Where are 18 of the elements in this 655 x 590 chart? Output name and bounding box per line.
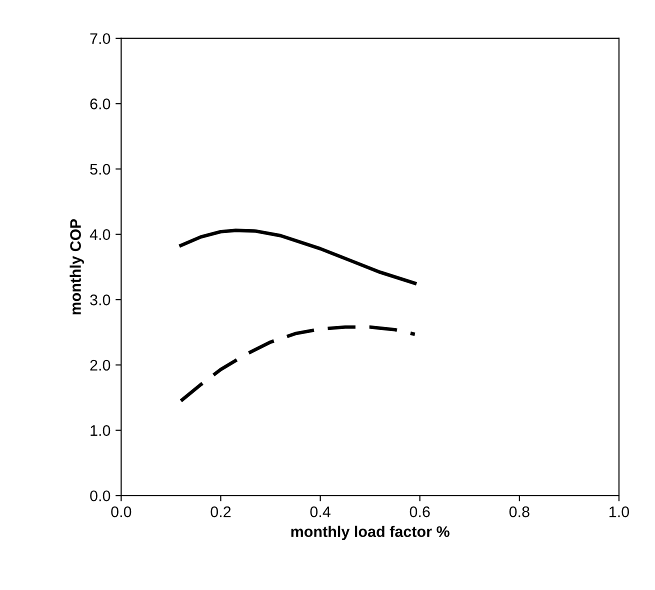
x-axis-title: monthly load factor % <box>291 526 450 540</box>
y-tick-label: 5.0 <box>90 164 110 175</box>
line-series <box>179 228 417 286</box>
y-tick-label: 2.0 <box>90 360 110 371</box>
x-tick-label: 0.4 <box>310 506 330 518</box>
y-tick-label: 4.0 <box>90 229 110 240</box>
y-tick-label: 1.0 <box>90 425 110 436</box>
y-tick-label: 7.0 <box>90 33 110 44</box>
x-tick-label: 0.2 <box>210 506 231 518</box>
x-tick-label: 1.0 <box>610 506 629 518</box>
y-tick-label: 0.0 <box>90 490 110 502</box>
x-tick-label: 0.6 <box>410 506 430 518</box>
x-tick-label: 0.0 <box>111 506 132 518</box>
y-tick-label: 3.0 <box>90 294 110 306</box>
y-tick-label: 6.0 <box>90 98 110 110</box>
y-axis-title: monthly COP <box>70 219 84 314</box>
x-tick-label: 0.8 <box>509 506 530 518</box>
line-series <box>179 325 417 403</box>
